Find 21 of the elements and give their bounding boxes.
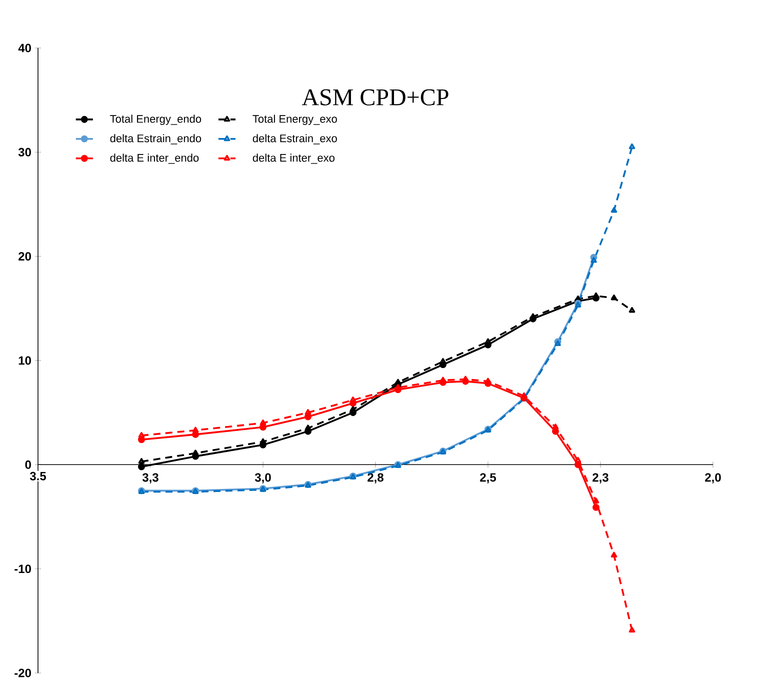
y-tick-label: 20 <box>18 252 31 261</box>
y-tick-label: 40 <box>18 44 31 52</box>
text: ASM CPD+CP <box>302 89 448 106</box>
legend-label: delta E inter_endo <box>110 154 199 164</box>
x-tick-label: 2,8 <box>368 473 384 484</box>
y-tick-label: 30 <box>18 148 31 156</box>
x-tick-label: 3.5 <box>30 472 46 480</box>
x-tick-label: 3,0 <box>254 473 271 484</box>
legend-label: Total Energy_endo <box>110 114 202 125</box>
y-tick-label: 0 <box>25 460 31 469</box>
x-tick-label: 3,3 <box>142 473 158 484</box>
y-tick-label: -20 <box>14 668 31 678</box>
y-tick-label: -10 <box>14 564 31 574</box>
y-tick-label: 10 <box>18 356 31 365</box>
legend-label: delta Estrain_endo <box>110 134 202 144</box>
legend-label: delta Estrain_exo <box>252 134 337 144</box>
x-tick-label: 2,5 <box>480 473 496 484</box>
x-tick-label: 2,0 <box>705 473 721 484</box>
legend-label: Total Energy_exo <box>252 114 337 125</box>
legend-label: delta E inter_exo <box>252 154 334 164</box>
x-tick-label: 2,3 <box>592 473 608 484</box>
